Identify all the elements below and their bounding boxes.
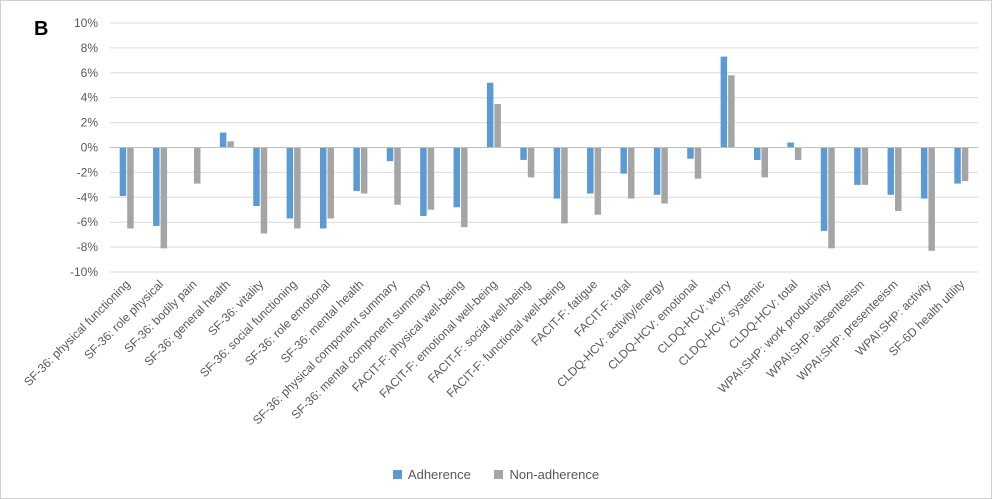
y-tick-label: 4% (81, 91, 99, 105)
bar-non-adherence (160, 147, 168, 249)
y-tick-label: -4% (77, 190, 99, 204)
bar-non-adherence (294, 147, 301, 229)
legend-item-adherence: Adherence (392, 467, 471, 482)
bar-non-adherence (427, 147, 435, 210)
bar-non-adherence (961, 147, 969, 182)
bar-adherence (620, 147, 627, 174)
bar-adherence (320, 147, 327, 229)
y-tick-label: 0% (81, 141, 99, 155)
bar-adherence (153, 147, 160, 226)
bar-adherence (219, 132, 227, 148)
bar-non-adherence (861, 147, 869, 185)
legend-label-adherence: Adherence (407, 467, 471, 482)
bar-adherence (653, 147, 661, 195)
y-tick-label: 8% (81, 41, 99, 55)
bar-adherence (420, 147, 427, 216)
bar-non-adherence (127, 147, 134, 229)
y-tick-label: 2% (81, 116, 99, 130)
bar-non-adherence (928, 147, 935, 251)
bar-non-adherence (227, 141, 234, 148)
legend: Adherence Non-adherence (0, 467, 992, 482)
y-tick-label: -6% (77, 215, 99, 229)
bar-adherence (119, 147, 127, 197)
bar-non-adherence (360, 147, 368, 194)
bar-non-adherence (561, 147, 568, 224)
bar-non-adherence (794, 147, 802, 160)
bar-adherence (253, 147, 260, 207)
y-tick-label: -2% (77, 165, 99, 179)
bar-adherence (286, 147, 294, 219)
bar-adherence (787, 142, 794, 148)
bar-adherence (887, 147, 895, 195)
bar-adherence (820, 147, 828, 231)
bar-non-adherence (394, 147, 401, 205)
bar-non-adherence (728, 75, 735, 148)
bar-adherence (520, 147, 527, 160)
y-tick-label: -8% (77, 240, 99, 254)
bar-adherence (920, 147, 928, 199)
bar-adherence (453, 147, 461, 208)
y-tick-label: -10% (70, 265, 98, 279)
bar-non-adherence (828, 147, 835, 249)
bar-adherence (687, 147, 694, 159)
bar-adherence (854, 147, 861, 185)
bar-adherence (954, 147, 961, 184)
bar-non-adherence (260, 147, 268, 234)
bar-non-adherence (327, 147, 334, 219)
bar-non-adherence (193, 147, 201, 184)
legend-swatch-adherence (392, 470, 402, 479)
y-axis: 10% 8% 6% 4% 2% 0% -2% -4% -6% -8% -10% (70, 16, 98, 279)
y-tick-label: 6% (81, 66, 99, 80)
bar-adherence (486, 82, 494, 148)
bar-non-adherence (761, 147, 768, 178)
bar-non-adherence (527, 147, 535, 178)
legend-item-non-adherence: Non-adherence (494, 467, 599, 482)
bar-non-adherence (627, 147, 635, 199)
bar-non-adherence (594, 147, 602, 215)
y-tick-label: 10% (74, 16, 98, 30)
bar-adherence (553, 147, 561, 199)
bar-adherence (386, 147, 394, 162)
bar-non-adherence (494, 103, 501, 148)
bars (119, 56, 969, 251)
bar-non-adherence (461, 147, 468, 228)
bar-non-adherence (895, 147, 902, 211)
panel-label: B (34, 18, 49, 40)
bar-non-adherence (661, 147, 668, 204)
bar-adherence (720, 56, 728, 148)
bar-adherence (353, 147, 360, 192)
bar-non-adherence (694, 147, 702, 179)
bar-adherence (587, 147, 594, 194)
legend-swatch-non-adherence (494, 470, 504, 479)
bar-adherence (754, 147, 761, 160)
legend-label-non-adherence: Non-adherence (509, 467, 600, 482)
